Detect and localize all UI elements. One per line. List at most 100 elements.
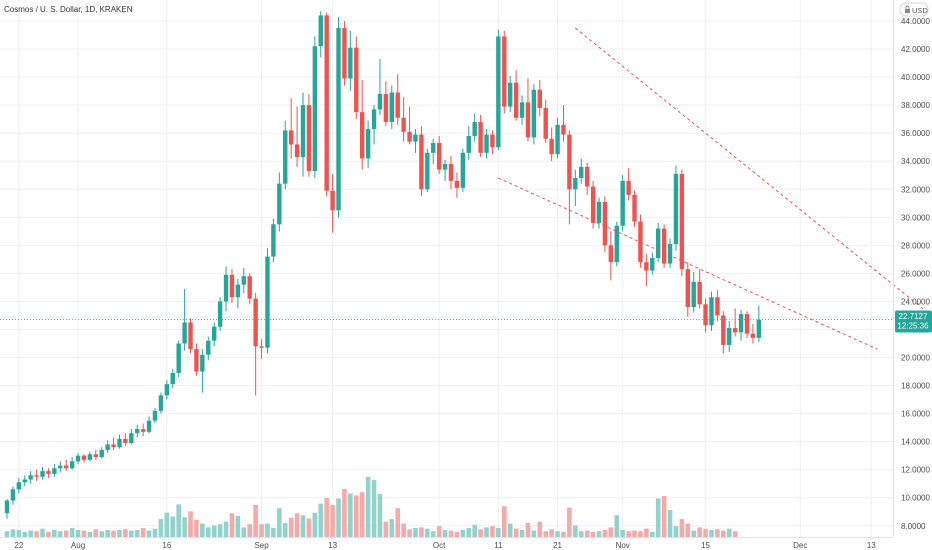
volume-bar <box>721 530 726 537</box>
candle-body <box>223 274 229 302</box>
volume-bar <box>436 526 442 537</box>
volume-bar <box>16 529 22 537</box>
candle-body <box>330 190 335 211</box>
candle-body <box>229 274 235 298</box>
candle-body <box>632 194 637 222</box>
candle-body <box>496 36 501 148</box>
volume-bar <box>679 519 685 537</box>
volume-bar <box>22 531 28 537</box>
candle-body <box>383 93 389 122</box>
volume-bar <box>578 531 584 537</box>
candle-body <box>478 121 483 153</box>
candle-body <box>217 301 223 327</box>
candle-body <box>377 93 383 110</box>
candle-body <box>28 475 33 480</box>
volume-bar <box>146 530 152 537</box>
lock-icon-shackle <box>905 5 910 9</box>
volume-bar <box>691 530 697 537</box>
volume-bar <box>241 527 247 537</box>
volume-bar <box>513 528 519 537</box>
volume-bar <box>205 527 211 537</box>
price-tick-label: 18.0000 <box>901 382 930 391</box>
candle-body <box>152 410 158 421</box>
time-axis: 22Aug16Sep13Oct1121Nov15Dec132022 <box>0 537 893 550</box>
candle-body <box>738 314 744 333</box>
volume-bar <box>525 522 531 537</box>
candle-body <box>241 276 246 285</box>
candle-body <box>277 183 282 225</box>
volume-bars <box>4 476 738 537</box>
volume-bar <box>69 528 75 537</box>
volume-bar <box>496 528 501 537</box>
candle-body <box>490 134 495 148</box>
candle-body <box>212 326 217 341</box>
volume-bar <box>57 531 63 537</box>
candle-body <box>703 304 708 326</box>
volume-bar <box>697 527 702 537</box>
volume-bar <box>81 530 87 537</box>
volume-bar <box>282 522 288 537</box>
currency-button-label[interactable]: USD <box>912 6 928 15</box>
volume-bar <box>105 529 110 537</box>
candle-body <box>117 438 122 448</box>
price-tick-label: 40.0000 <box>901 73 930 82</box>
candle-body <box>573 178 578 190</box>
currency-button[interactable]: USD <box>899 2 929 17</box>
price-tick-label: 20.0000 <box>901 354 930 363</box>
volume-bar <box>4 531 10 537</box>
volume-bar <box>484 527 489 537</box>
price-axis: 8.0000 10.0000 12.0000 14.0000 16.0000 18.000… <box>893 0 930 537</box>
trendlines <box>498 27 932 350</box>
candle-body <box>336 28 341 211</box>
volume-bar <box>732 531 738 537</box>
candle-body <box>87 454 93 460</box>
volume-bar <box>176 504 181 537</box>
price-tick-label: 28.0000 <box>901 241 930 250</box>
lock-icon <box>905 5 910 13</box>
candle-body <box>40 471 45 477</box>
candle-body <box>750 333 756 338</box>
candle-body <box>697 281 702 305</box>
volume-bar <box>200 523 205 537</box>
volume-bar <box>573 525 578 537</box>
last-price-badge-bg <box>895 310 932 333</box>
volume-bar <box>460 529 466 537</box>
volume-bar <box>466 528 472 537</box>
candle-body <box>579 166 584 179</box>
volume-bar <box>318 503 324 537</box>
time-tick-label: 11 <box>494 541 503 550</box>
candle-body <box>614 225 619 263</box>
price-tick-label: 10.0000 <box>901 494 930 503</box>
candle-body <box>34 475 39 477</box>
volume-bar <box>602 529 608 537</box>
candle-body <box>407 131 412 142</box>
volume-bar <box>52 529 57 537</box>
volume-bar <box>111 530 116 537</box>
volume-bar <box>158 519 164 537</box>
volume-bar <box>140 528 146 537</box>
volume-bar <box>673 526 679 537</box>
candle-body <box>709 297 714 326</box>
volume-bar <box>383 521 389 537</box>
candle-body <box>259 346 264 348</box>
volume-bar <box>490 526 495 537</box>
volume-bar <box>152 528 158 537</box>
volume-bar <box>519 529 525 537</box>
volume-bar <box>93 529 99 537</box>
candle-body <box>16 482 22 490</box>
volume-bar <box>353 495 359 537</box>
volume-bar <box>235 515 241 537</box>
volume-bar <box>596 531 602 537</box>
volume-bar <box>129 530 134 537</box>
candle-body <box>46 471 51 474</box>
volume-bar <box>448 530 454 537</box>
volume-bar <box>638 531 643 537</box>
volume-bar <box>555 531 560 537</box>
candle-body <box>431 143 436 153</box>
volume-bar <box>715 529 720 537</box>
candle-body <box>466 136 471 153</box>
volume-bar <box>442 529 448 537</box>
candle-body <box>555 124 560 155</box>
time-tick-label: 15 <box>701 541 710 550</box>
